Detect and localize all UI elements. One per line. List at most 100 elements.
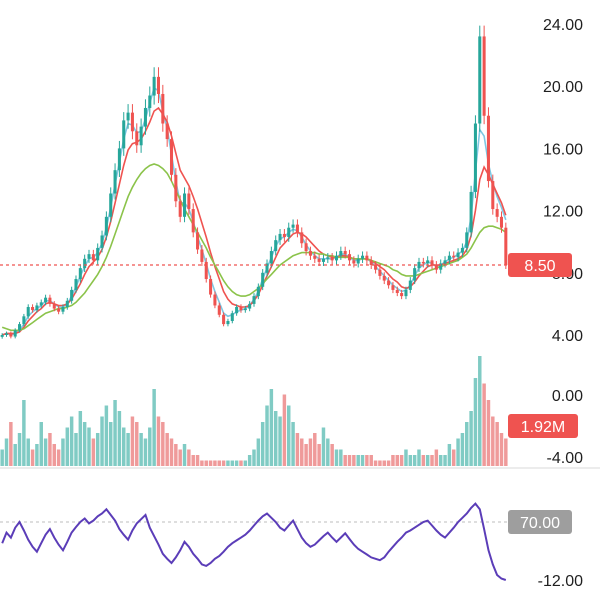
candle-body (191, 209, 195, 233)
candle-body (291, 224, 295, 228)
candle-body (9, 333, 13, 337)
volume-bar (234, 460, 239, 466)
volume-bar (295, 433, 300, 466)
volume-bar (143, 438, 148, 466)
volume-bar (217, 460, 222, 466)
volume-bar (4, 438, 9, 466)
candle-body (113, 170, 117, 194)
candle-body (78, 268, 82, 280)
volume-bar (438, 455, 443, 466)
candle-body (148, 95, 152, 108)
volume-bar (360, 455, 365, 466)
volume-bar (456, 438, 460, 466)
volume-bar (465, 422, 469, 466)
candle-body (395, 289, 399, 294)
candle-body (269, 251, 273, 264)
volume-bar (0, 449, 4, 466)
volume-bar (265, 405, 269, 466)
volume-bar (386, 460, 391, 466)
candle-body (295, 224, 299, 233)
candle-body (161, 93, 165, 124)
volume-bar (425, 455, 430, 466)
volume-bar (252, 449, 256, 466)
volume-bar (195, 455, 200, 466)
volume-bar (365, 455, 369, 466)
candle-body (300, 232, 304, 244)
candle-body (174, 174, 178, 202)
oscillator-level-label: 70.00 (520, 515, 560, 532)
candle-body (304, 243, 308, 252)
candle-body (126, 112, 130, 121)
candle-body (70, 289, 74, 301)
candle-body (478, 36, 482, 124)
volume-bar (382, 460, 386, 466)
volume-bar (204, 460, 208, 466)
volume-bar (486, 400, 491, 466)
candle-body (465, 232, 469, 248)
candle-body (52, 303, 56, 309)
candle-body (31, 307, 35, 311)
candle-body (400, 293, 404, 297)
candle-body (96, 247, 100, 261)
volume-bar (35, 444, 39, 466)
current-price-label: 8.50 (524, 258, 555, 275)
candle-body (187, 193, 191, 210)
volume-bar (226, 460, 230, 466)
current-volume-badge: 1.92M (508, 414, 578, 438)
candle-body (217, 305, 221, 315)
candle-body (200, 249, 204, 262)
volume-bar (122, 427, 126, 466)
volume-axis-tick: 0.00 (552, 388, 583, 405)
candle-body (239, 307, 243, 311)
price-axis-tick: 20.00 (543, 79, 583, 96)
candle-body (61, 307, 65, 312)
candle-body (265, 263, 269, 273)
volume-bar (417, 449, 421, 466)
volume-panel[interactable]: 0.00 -4.00 1.92M (0, 356, 583, 467)
volume-bar (326, 438, 330, 466)
volume-bar (286, 405, 291, 466)
candle-body (156, 76, 160, 94)
volume-bar (352, 455, 356, 466)
volume-bar (208, 460, 213, 466)
candle-body (486, 115, 490, 182)
candle-body (382, 275, 386, 281)
price-axis-tick: 16.00 (543, 141, 583, 158)
candle-body (356, 258, 360, 264)
oscillator-panel[interactable]: -12.00 70.00 (0, 502, 583, 590)
candle-body (343, 251, 347, 255)
candle-body (22, 316, 26, 325)
volume-bar (43, 438, 48, 466)
candle-body (447, 255, 451, 261)
volume-bar (178, 449, 182, 466)
candle-body (330, 257, 334, 261)
candle-body (313, 255, 317, 259)
volume-bar (304, 444, 308, 466)
candle-body (456, 252, 460, 258)
candle-body (252, 296, 256, 304)
candle-body (91, 254, 95, 261)
volume-bar (404, 449, 408, 466)
volume-bar (95, 433, 100, 466)
candle-body (165, 123, 169, 140)
volume-bar (308, 438, 313, 466)
candle-body (482, 36, 486, 116)
candle-body (83, 258, 87, 269)
candle-body (122, 120, 126, 149)
volume-bar (61, 438, 65, 466)
candle-body (434, 265, 438, 270)
volume-bar (9, 422, 13, 466)
volume-bar (126, 433, 130, 466)
volume-bar (87, 427, 91, 466)
volume-bar (161, 422, 165, 466)
volume-bar (135, 422, 139, 466)
volume-bar (65, 427, 70, 466)
volume-bar (39, 422, 43, 466)
volume-bar (108, 422, 113, 466)
candle-body (317, 258, 321, 262)
oscillator-axis-tick: -12.00 (538, 573, 583, 590)
candle-body (282, 233, 286, 238)
volume-bar (152, 389, 156, 466)
